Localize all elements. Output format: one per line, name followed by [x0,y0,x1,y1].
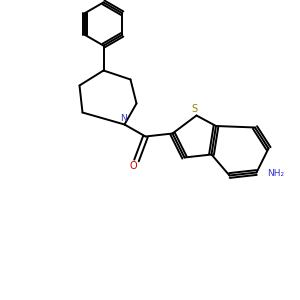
Text: N: N [120,114,126,123]
Text: NH₂: NH₂ [267,169,284,178]
Text: S: S [191,104,197,114]
Text: O: O [129,161,137,171]
